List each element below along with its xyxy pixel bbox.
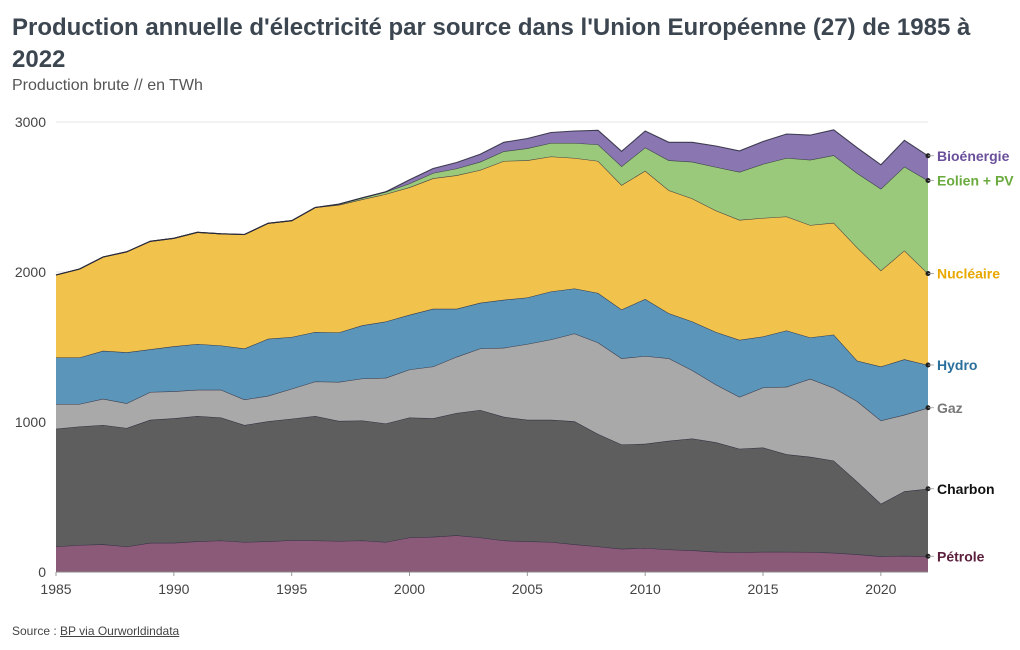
area-charbon [56,410,928,557]
x-tick-label: 2000 [394,581,425,597]
chart-title: Production annuelle d'électricité par so… [12,14,971,73]
series-labels: Pétrole Charbon Gaz Hydro Nucléaire Eolien + … [925,148,1014,564]
series-label-gaz: Gaz [937,400,963,416]
series-label-hydro: Hydro [937,357,977,373]
y-tick-label: 2000 [15,264,46,280]
x-tick-label: 2020 [865,581,896,597]
source-prefix: Source : [12,624,61,638]
x-tick-label: 1990 [158,581,189,597]
x-tick-label: 1995 [276,581,307,597]
series-label-eolien-pv: Eolien + PV [937,173,1014,189]
x-tick-label: 2010 [630,581,661,597]
y-tick-label: 0 [38,564,46,580]
series-label-nucleaire: Nucléaire [937,266,1000,282]
x-tick-label: 2005 [512,581,543,597]
x-tick-label: 2015 [747,581,778,597]
line-bioenergie [55,129,929,276]
area-petrole [56,535,928,572]
chart-subtitle: Production brute // en TWh [12,77,203,94]
y-tick-label: 1000 [15,414,46,430]
y-tick-label: 3000 [15,114,46,130]
area-hydro [56,288,928,421]
area-bioenergie [56,129,928,275]
area-layer [55,129,929,572]
x-tick-label: 1985 [40,581,71,597]
area-eolien-pv [56,143,928,275]
source-link[interactable]: BP via Ourworldindata [60,624,180,638]
area-nucleaire [56,156,928,367]
series-label-bioenergie: Bioénergie [937,148,1010,164]
source-note: Source : BP via Ourworldindata [12,624,179,638]
series-label-charbon: Charbon [937,481,995,497]
axis-layer: 0 1000 2000 3000 1985 1990 1995 2000 2005 2010 201… [15,114,928,597]
series-label-petrole: Pétrole [937,548,985,564]
area-gaz [56,333,928,504]
